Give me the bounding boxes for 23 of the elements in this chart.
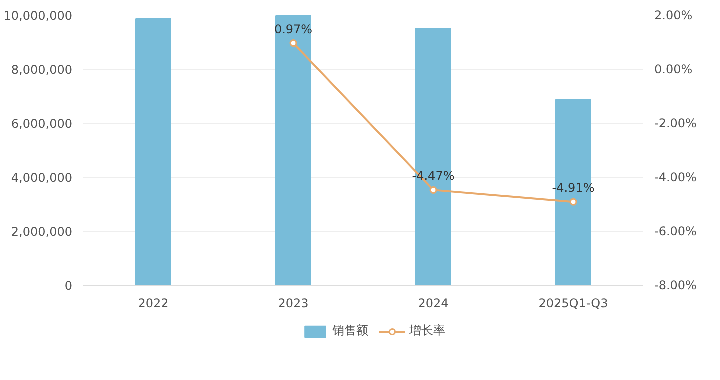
bar: [136, 18, 172, 286]
y-tick-label: 10,000,000: [4, 9, 73, 23]
x-tick-label: 2023: [278, 296, 309, 310]
y2-tick-label: -6.00%: [654, 224, 697, 238]
y-tick-label: 4,000,000: [11, 171, 73, 185]
y-tick-label: 8,000,000: [11, 63, 73, 77]
x-tick-label: 2024: [418, 296, 449, 310]
x-tick-label: 2025Q1-Q3: [538, 296, 608, 310]
y-tick-label: 0: [64, 279, 73, 293]
bar: [276, 16, 312, 286]
y-tick-label: 6,000,000: [11, 117, 73, 131]
y2-tick-label: -2.00%: [654, 116, 697, 130]
legend-label: 销售额: [332, 322, 368, 340]
point: [570, 198, 578, 206]
y2-tick-label: -4.00%: [654, 170, 697, 184]
point: [430, 186, 438, 194]
y-tick-label: 2,000,000: [11, 225, 73, 239]
y2-tick-label: -8.00%: [654, 278, 697, 292]
point: [290, 40, 298, 48]
x-tick-label: 2022: [138, 296, 169, 310]
y2-tick-label: 2.00%: [654, 8, 693, 22]
y2-tick-label: 0.00%: [654, 62, 693, 76]
legend-label: 增长率: [410, 322, 446, 340]
